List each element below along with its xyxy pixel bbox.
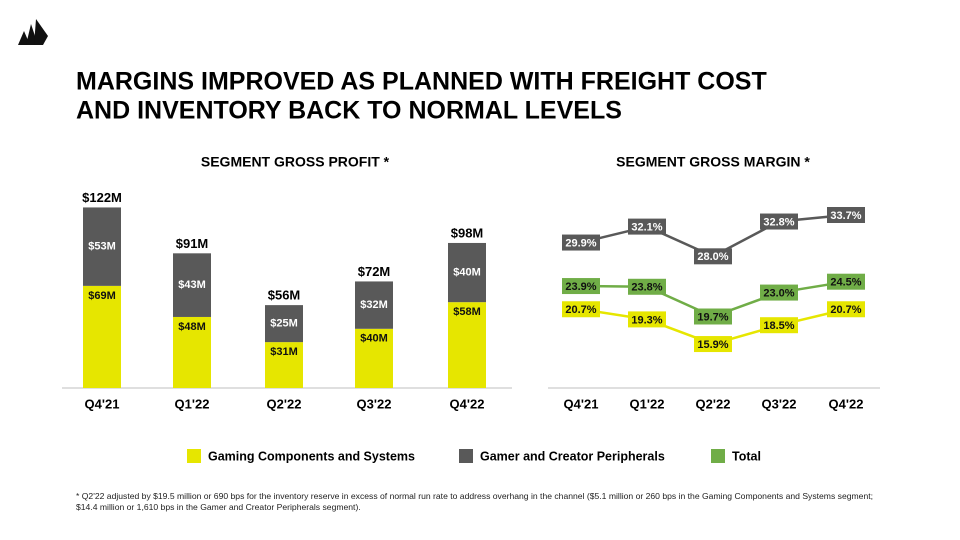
value-box <box>628 278 666 295</box>
value-box <box>694 248 732 265</box>
value-box <box>628 218 666 235</box>
x-tick-label: Q2'22 <box>267 396 302 411</box>
value-label: $69M <box>88 290 116 302</box>
bar-segment <box>265 342 303 388</box>
chart-title: SEGMENT GROSS MARGIN * <box>616 154 810 170</box>
total-label: $122M <box>82 190 122 205</box>
legend-swatch <box>187 449 201 463</box>
value-label: 33.7% <box>830 210 861 222</box>
bar-segment <box>83 207 121 286</box>
value-label: 28.0% <box>697 251 728 263</box>
value-label: 29.9% <box>565 237 596 249</box>
bar-segment <box>173 253 211 317</box>
value-box <box>827 301 865 318</box>
value-box <box>827 273 865 290</box>
legend-swatch <box>459 449 473 463</box>
value-label: 15.9% <box>697 339 728 351</box>
legend-label: Gamer and Creator Peripherals <box>480 449 665 463</box>
x-tick-label: Q4'22 <box>829 396 864 411</box>
value-box <box>562 278 600 295</box>
value-label: 32.8% <box>763 216 794 228</box>
value-box <box>628 311 666 328</box>
total-label: $72M <box>358 264 391 279</box>
x-tick-label: Q1'22 <box>175 396 210 411</box>
bar-segment <box>355 328 393 388</box>
value-box <box>562 301 600 318</box>
value-box <box>760 213 798 230</box>
value-box <box>760 284 798 301</box>
legend-label: Gaming Components and Systems <box>208 449 415 463</box>
value-label: $58M <box>453 306 481 318</box>
value-label: $53M <box>88 241 116 253</box>
x-tick-label: Q4'21 <box>85 396 120 411</box>
bar-segment <box>355 281 393 329</box>
footnote: * Q2'22 adjusted by $19.5 million or 690… <box>76 491 874 512</box>
bar-segment <box>83 285 121 388</box>
value-label: 20.7% <box>830 304 861 316</box>
x-tick-label: Q4'22 <box>450 396 485 411</box>
x-tick-label: Q4'21 <box>564 396 599 411</box>
value-box <box>694 336 732 353</box>
value-label: 19.7% <box>697 311 728 323</box>
value-label: 18.5% <box>763 320 794 332</box>
value-label: $43M <box>178 279 206 291</box>
bar-segment <box>448 242 486 303</box>
logo <box>18 19 48 45</box>
value-box <box>694 308 732 325</box>
value-label: 19.3% <box>631 314 662 326</box>
title-line: MARGINS IMPROVED AS PLANNED WITH FREIGHT… <box>76 68 767 96</box>
title-line: AND INVENTORY BACK TO NORMAL LEVELS <box>76 97 622 125</box>
bar-segment <box>448 302 486 388</box>
legend-label: Total <box>732 449 761 463</box>
legend-swatch <box>711 449 725 463</box>
x-tick-label: Q2'22 <box>696 396 731 411</box>
value-box <box>827 207 865 223</box>
bar-segment <box>173 316 211 388</box>
total-label: $56M <box>268 288 301 303</box>
x-tick-label: Q3'22 <box>357 396 392 411</box>
value-label: 23.0% <box>763 287 794 299</box>
value-box <box>760 317 798 334</box>
value-label: $25M <box>270 318 298 330</box>
total-label: $91M <box>176 236 209 251</box>
value-label: 24.5% <box>830 277 861 289</box>
value-label: $40M <box>360 333 388 345</box>
value-box <box>562 234 600 251</box>
value-label: $32M <box>360 299 388 311</box>
total-label: $98M <box>451 225 484 240</box>
value-label: 32.1% <box>631 222 662 234</box>
chart-title: SEGMENT GROSS PROFIT * <box>201 154 390 170</box>
value-label: 23.8% <box>631 282 662 294</box>
value-label: 23.9% <box>565 281 596 293</box>
bar-segment <box>265 305 303 343</box>
x-tick-label: Q1'22 <box>630 396 665 411</box>
x-tick-label: Q3'22 <box>762 396 797 411</box>
value-label: $48M <box>178 321 206 333</box>
value-label: 20.7% <box>565 304 596 316</box>
value-label: $31M <box>270 346 298 358</box>
value-label: $40M <box>453 266 481 278</box>
